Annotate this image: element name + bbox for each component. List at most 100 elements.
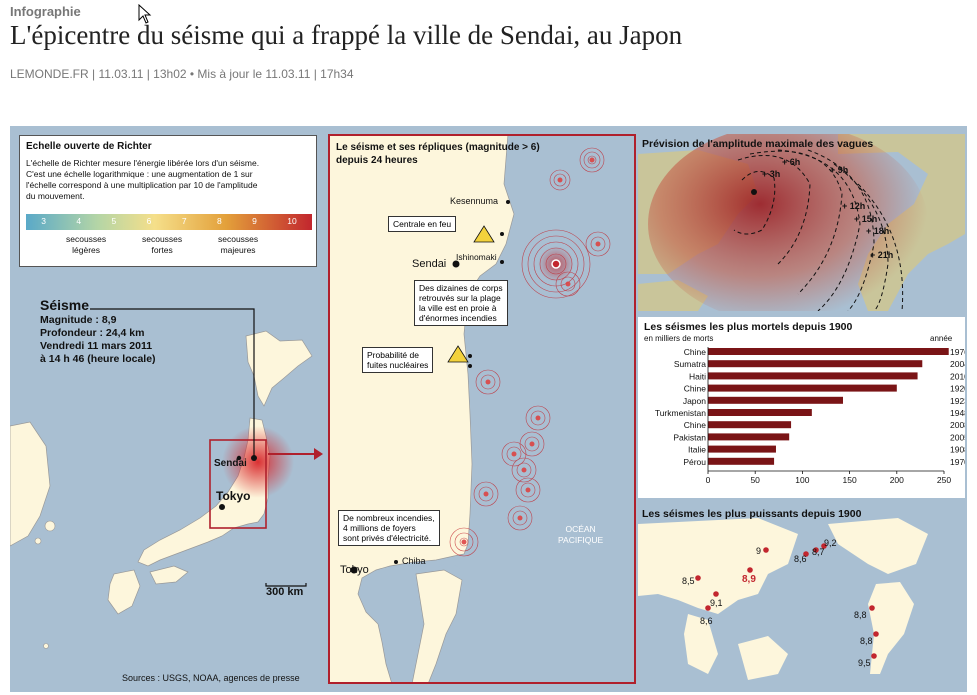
richter-scale: 3 4 5 6 7 8 9 10 [26,216,312,230]
page-title: L'épicentre du séisme qui a frappé la vi… [10,20,683,50]
quake-dot [821,543,827,549]
richter-desc: l'échelle correspond à une multiplicatio… [26,180,258,190]
richter-tick: 6 [146,216,152,226]
richter-tick: 5 [111,216,117,226]
richter-label: secousses majeures [218,234,259,255]
bar-category-label: Turkmenistan [655,408,706,418]
bar [708,421,792,429]
x-tick-label: 0 [706,475,711,485]
quake-title: Séisme [40,297,90,313]
richter-tick: 7 [181,216,187,226]
fuites-box: Probabilité de fuites nucléaires [362,347,434,373]
x-tick-label: 100 [795,475,809,485]
corps-box: Des dizaines de corps retrouvés sur la pl… [414,280,508,326]
detail-map-drawing [328,134,611,684]
x-tick-label: 200 [890,475,904,485]
tokyo-label: Tokyo [340,564,369,576]
quake-mag: 8,6 [794,554,807,564]
bar-category-label: Pakistan [673,432,706,442]
richter-desc: du mouvement. [26,191,85,201]
infographic: Sendai Tokyo 300 km Sources : USGS, NOAA… [10,126,967,692]
quake-line: Vendredi 11 mars 2011 [40,340,153,352]
richter-desc: C'est une échelle logarithmique : une au… [26,169,253,179]
bar-category-label: Italie [688,445,706,455]
quake-mag: 9,2 [824,538,837,548]
scale-label: 300 km [266,586,304,598]
wave-title: Prévision de l'amplitude maximale des va… [642,138,874,150]
bar [708,396,843,404]
detail-title: depuis 24 heures [336,155,418,166]
quake-mag: 8,6 [700,616,713,626]
bar-year-label: 1948 [950,408,965,418]
bar-category-label: Chine [684,420,706,430]
chart-title: Les séismes les plus mortels depuis 1900 [644,321,853,333]
deadliest-chart-panel: Les séismes les plus mortels depuis 1900… [638,317,965,498]
richter-gradient [26,214,312,230]
powerful-title: Les séismes les plus puissants depuis 19… [642,508,862,520]
wave-time: + 18h [866,226,890,236]
bar [708,433,790,441]
bar [708,384,897,392]
wave-time: + 3h [762,169,781,179]
quake-dot [747,567,753,573]
richter-tick: 10 [287,216,297,226]
quake-mag: 9,1 [710,598,723,608]
bar-year-label: 2010 [950,371,965,381]
sources: Sources : USGS, NOAA, agences de presse [122,673,300,683]
detail-title: Le séisme et ses répliques (magnitude > … [336,142,540,153]
quake-line: à 14 h 46 (heure locale) [40,353,156,365]
quake-dot [713,591,719,597]
ocean-label: OCÉAN PACIFIQUE [558,524,604,545]
bar [708,457,775,465]
bar-year-label: 1908 [950,445,965,455]
kicker: Infographie [10,4,81,19]
richter-tick: 4 [76,216,82,226]
quake-dot [695,575,701,581]
mouse-cursor-icon [138,4,152,24]
bar-year-label: 1976 [950,347,965,357]
bar-year-label: 1920 [950,384,965,394]
richter-tick: 3 [41,216,46,226]
quake-dot [873,631,879,637]
bar [708,360,923,368]
ishinomaki-label: Ishinomaki [456,252,497,262]
powerful-map: Les séismes les plus puissants depuis 19… [638,504,965,684]
quake-mag: 8,7 [812,547,825,557]
x-tick-label: 50 [750,475,760,485]
quake-mag: 8,8 [854,610,867,620]
richter-label: secousses fortes [142,234,183,255]
x-tick-label: 250 [937,475,951,485]
bar-category-label: Sumatra [674,359,706,369]
byline: LEMONDE.FR | 11.03.11 | 13h02 • Mis à jo… [10,67,354,81]
detail-map: Le séisme et ses répliques (magnitude > … [328,134,636,684]
sendai-label: Sendai [412,258,447,270]
kesennuma-label: Kesennuma [450,196,499,206]
bar-year-label: 2008 [950,420,965,430]
richter-desc: L'échelle de Richter mesure l'énergie li… [26,158,260,168]
quake-line: Magnitude : 8,9 [40,314,117,326]
quake-dot [705,605,711,611]
wave-time: + 15h [854,214,878,224]
richter-tick: 9 [252,216,257,226]
bar-year-label: 2004 [950,359,965,369]
quake-dot [871,653,877,659]
incendies-box: De nombreux incendies, 4 millions de foye… [338,510,440,546]
quake-mag: 9,5 [858,658,871,668]
bar-category-label: Chine [684,347,706,357]
wave-time: + 6h [782,157,801,167]
detail-map-frame [328,134,636,684]
powerful-map-drawing [638,518,928,680]
quake-mag: 9 [756,546,762,556]
bar-year-label: 1923 [950,396,965,406]
deadliest-bar-chart: Chine 1976 Sumatra 2004 Haiti 2010 Chine 1920 Ja… [655,347,965,485]
quake-mag: 8,9 [742,574,756,585]
sendai-label: Sendai [214,458,247,469]
chiba-label: Chiba [402,556,426,566]
bar [708,348,949,355]
chart-ylabel: en milliers de morts [644,334,714,343]
bar [708,409,812,416]
quake-mag: 8,8 [860,636,873,646]
richter-title: Echelle ouverte de Richter [26,141,152,152]
wave-time: + 21h [870,250,894,260]
bar-category-label: Chine [684,384,706,394]
